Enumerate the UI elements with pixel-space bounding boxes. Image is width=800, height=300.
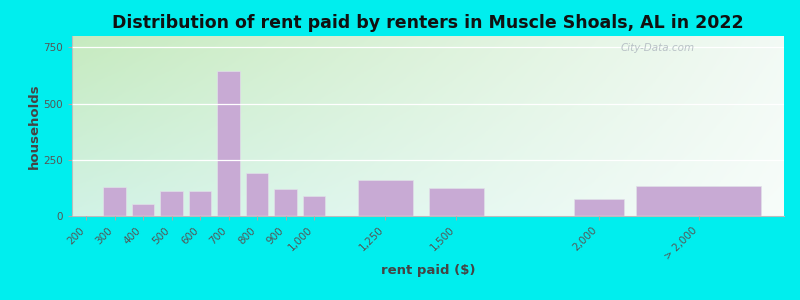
Bar [303,196,326,216]
Bar [103,187,126,216]
Bar [189,191,211,216]
X-axis label: rent paid ($): rent paid ($) [381,264,475,277]
Y-axis label: households: households [27,83,41,169]
Bar [132,204,154,216]
Bar [246,173,268,216]
Bar [274,189,297,216]
Bar [161,191,183,216]
Bar [574,199,624,216]
Title: Distribution of rent paid by renters in Muscle Shoals, AL in 2022: Distribution of rent paid by renters in … [112,14,744,32]
Bar [636,186,762,216]
Text: City-Data.com: City-Data.com [620,43,694,53]
Bar [429,188,484,216]
Bar [358,180,413,216]
Bar [218,71,240,216]
